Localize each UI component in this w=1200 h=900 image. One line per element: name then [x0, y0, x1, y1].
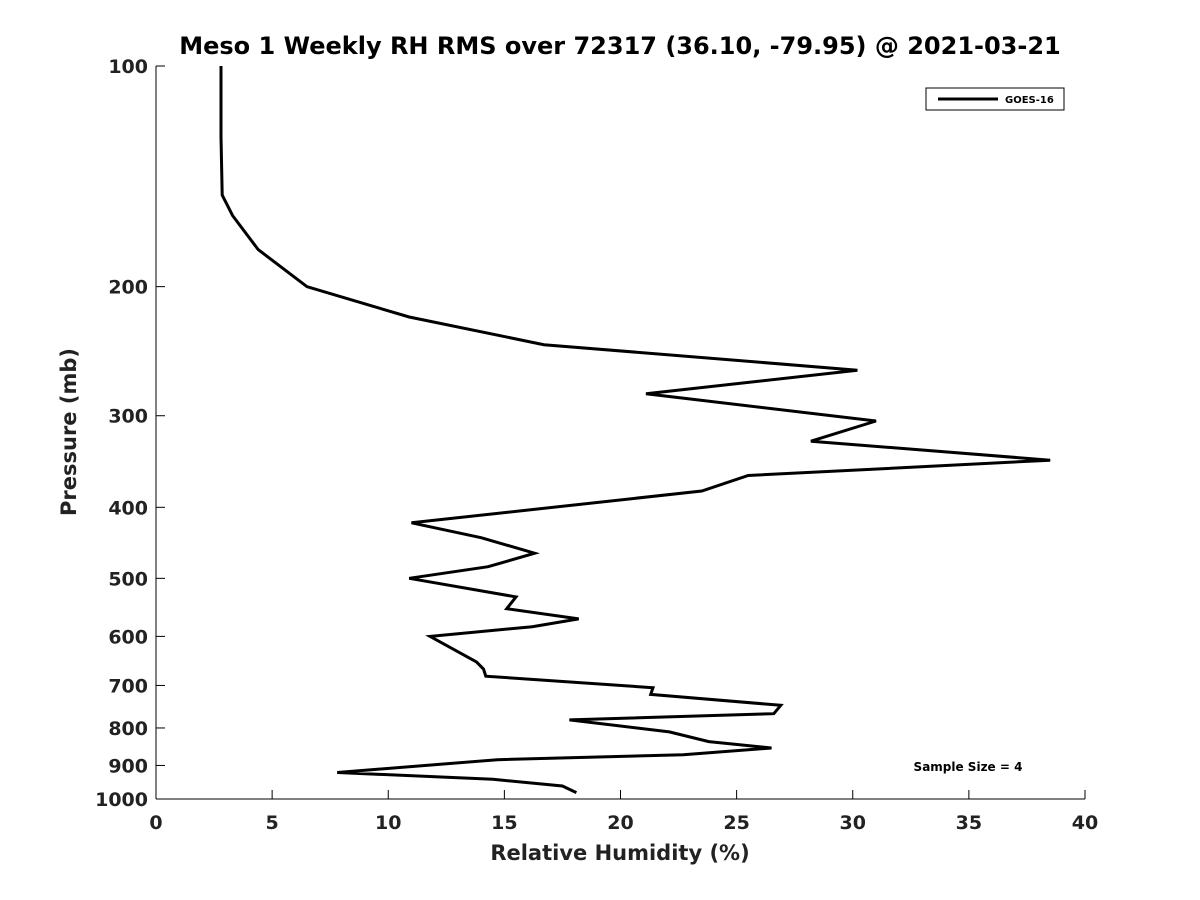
x-tick-label: 10	[375, 812, 401, 834]
y-tick-label: 900	[108, 755, 148, 777]
sample-size-annotation: Sample Size = 4	[914, 760, 1023, 774]
y-tick-label: 500	[108, 568, 148, 590]
y-tick-label: 600	[108, 626, 148, 648]
y-tick-label: 100	[108, 56, 148, 78]
series-line-goes-16	[219, 66, 1051, 794]
x-tick-label: 0	[149, 812, 162, 834]
y-axis-ticks: 100 200 300 400 500 600 700 800 900 1000	[95, 56, 165, 811]
x-tick-label: 20	[607, 812, 633, 834]
x-tick-label: 40	[1072, 812, 1098, 834]
x-axis-label: Relative Humidity (%)	[490, 841, 749, 865]
y-tick-label: 1000	[95, 789, 148, 811]
x-tick-label: 5	[266, 812, 279, 834]
x-tick-label: 30	[840, 812, 866, 834]
y-tick-label: 200	[108, 277, 148, 299]
chart-title: Meso 1 Weekly RH RMS over 72317 (36.10, …	[179, 32, 1061, 60]
y-tick-label: 300	[108, 406, 148, 428]
x-tick-label: 25	[723, 812, 749, 834]
y-tick-label: 800	[108, 718, 148, 740]
x-axis-ticks: 0 5 10 15 20 25 30 35 40	[149, 790, 1098, 834]
y-tick-label: 400	[108, 497, 148, 519]
y-tick-label: 700	[108, 675, 148, 697]
legend: GOES-16	[925, 87, 1065, 111]
x-tick-label: 15	[491, 812, 517, 834]
legend-entry-goes-16: GOES-16	[1005, 95, 1054, 106]
y-axis-label: Pressure (mb)	[57, 348, 81, 516]
x-tick-label: 35	[956, 812, 982, 834]
